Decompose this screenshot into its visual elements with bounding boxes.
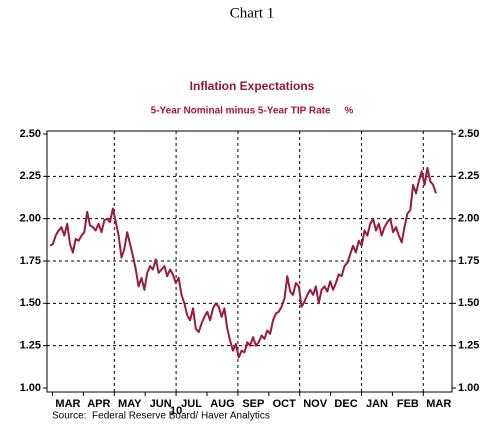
y-tick-label: 1.50 <box>20 297 41 309</box>
y2-tick-label: 2.25 <box>458 170 479 182</box>
y2-tick-label: 1.50 <box>458 297 479 309</box>
chart-title: Inflation Expectations <box>190 79 315 93</box>
series-line <box>49 166 437 359</box>
year-label: 10 <box>170 405 182 417</box>
y-tick-label: 1.00 <box>20 382 41 394</box>
y-tick-label: 2.00 <box>20 213 41 225</box>
y2-tick-label: 1.25 <box>458 340 479 352</box>
y2-tick-label: 2.50 <box>458 128 479 140</box>
x-tick-label: FEB <box>397 398 419 410</box>
x-tick-label: MAY <box>118 398 142 410</box>
x-tick-label: JAN <box>366 398 388 410</box>
y2-tick-label: 1.00 <box>458 382 479 394</box>
x-tick-label: MAR <box>426 398 451 410</box>
y-tick-label: 2.50 <box>20 128 41 140</box>
x-tick-label: JUN <box>150 398 172 410</box>
chart-subtitle: 5-Year Nominal minus 5-Year TIP Rate % <box>151 106 354 117</box>
x-tick-label: MAR <box>55 398 80 410</box>
x-tick-label: DEC <box>334 398 357 410</box>
chart-header: Chart 1 <box>230 5 275 21</box>
plot-frame <box>46 130 453 393</box>
y-tick-label: 1.25 <box>20 340 41 352</box>
x-tick-label: JUL <box>181 398 202 410</box>
y2-tick-label: 1.75 <box>458 255 479 267</box>
y-tick-label: 2.25 <box>20 170 41 182</box>
x-tick-label: OCT <box>273 398 297 410</box>
x-tick-label: SEP <box>242 398 264 410</box>
y2-tick-label: 2.00 <box>458 213 479 225</box>
x-tick-label: NOV <box>303 398 328 410</box>
x-tick-label: APR <box>87 398 110 410</box>
x-tick-label: AUG <box>210 398 234 410</box>
source-note: Source: Federal Reserve Board/ Haver Ana… <box>52 411 270 422</box>
y-tick-label: 1.75 <box>20 255 41 267</box>
